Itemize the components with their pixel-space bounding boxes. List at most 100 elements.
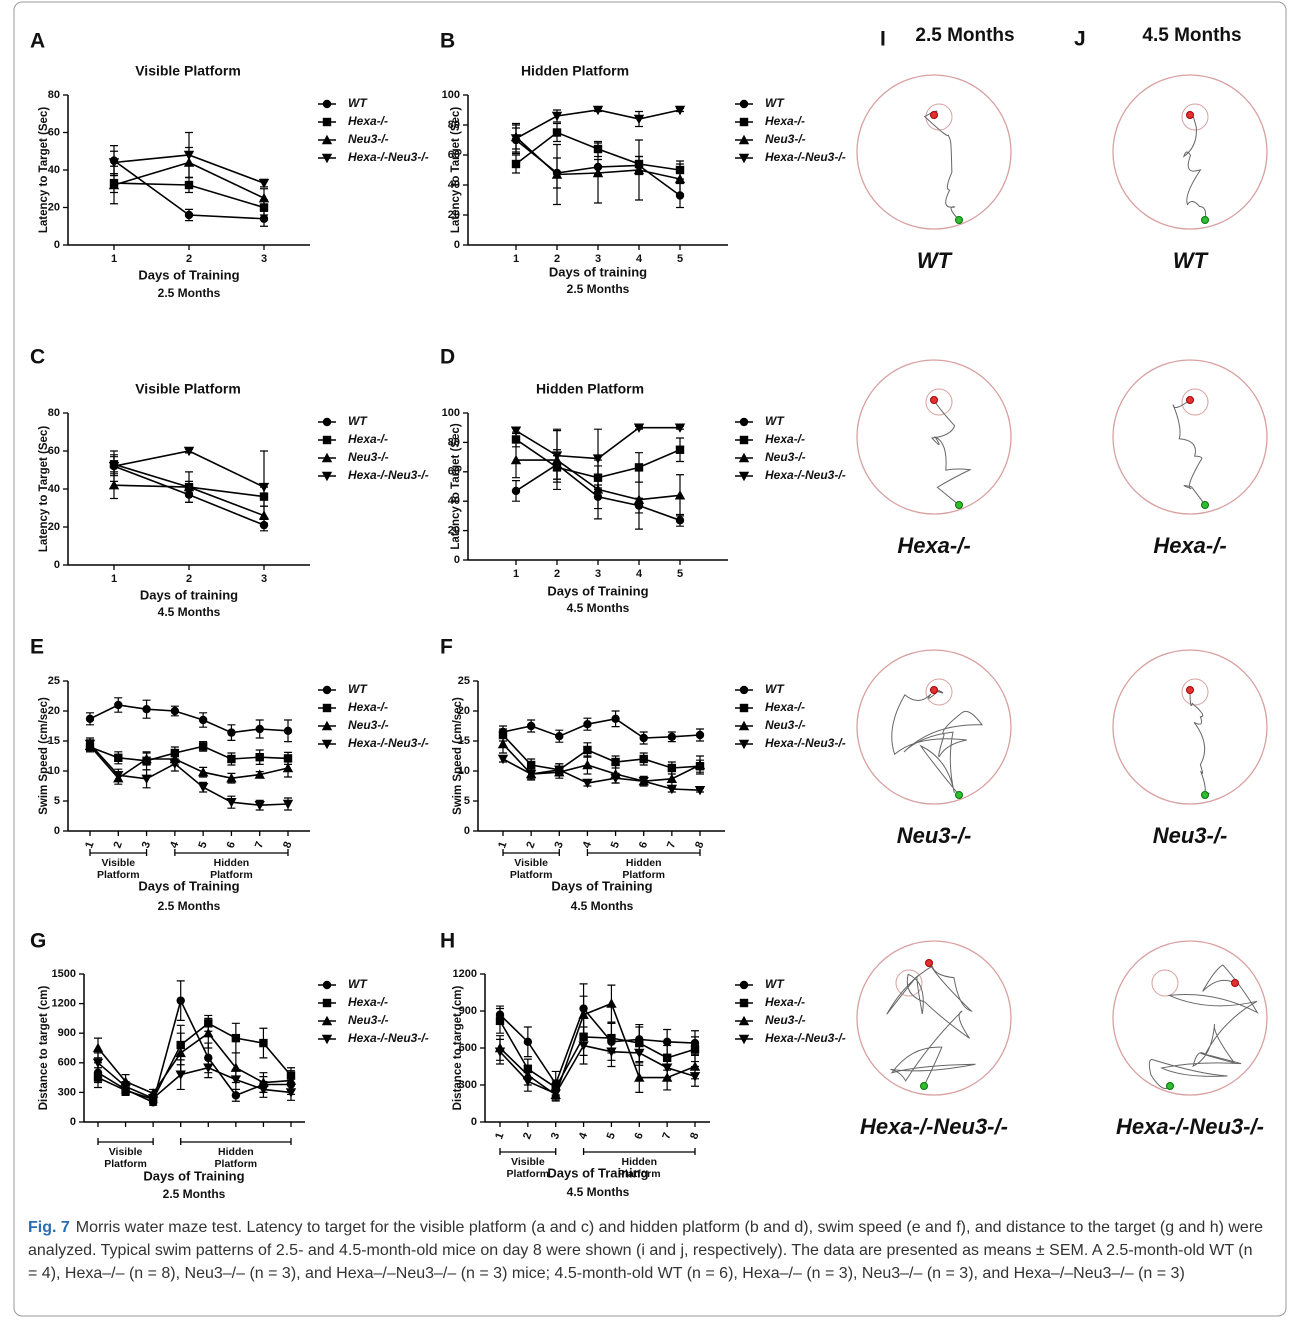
- end-point: [1187, 397, 1194, 404]
- y-tick-label: 0: [454, 239, 460, 251]
- panel-letter: C: [30, 346, 45, 369]
- y-tick-label: 0: [54, 239, 60, 251]
- swim-path: [1173, 400, 1205, 505]
- y-tick-label: 0: [471, 1116, 477, 1128]
- y-tick-label: 25: [48, 675, 60, 687]
- x-tick-label: 8: [281, 840, 294, 850]
- x-tick-label: 3: [549, 1131, 562, 1141]
- y-tick-label: 20: [48, 521, 60, 533]
- legend-marker: [323, 981, 331, 989]
- marker: [256, 753, 264, 761]
- y-tick-label: 40: [48, 164, 60, 176]
- legend-marker: [323, 436, 331, 444]
- x-tick-label: 8: [688, 1131, 701, 1141]
- group-bracket: [98, 1138, 153, 1145]
- chart-subtitle: 4.5 Months: [571, 899, 634, 913]
- legend-label: Hexa-/-: [765, 700, 805, 714]
- caption-text: Morris water maze test. Latency to targe…: [28, 1219, 1263, 1282]
- y-tick-label: 1200: [52, 998, 76, 1010]
- y-tick-label: 60: [448, 466, 460, 478]
- y-tick-label: 10: [458, 765, 470, 777]
- marker: [198, 767, 208, 776]
- y-axis-label: Distance to target (cm): [38, 986, 50, 1111]
- legend-marker: [740, 686, 748, 694]
- legend-label: Neu3-/-: [348, 1013, 389, 1027]
- marker: [582, 760, 592, 769]
- marker: [552, 112, 562, 121]
- end-point: [931, 397, 938, 404]
- platform: [1182, 104, 1208, 130]
- legend-marker: [740, 999, 748, 1007]
- pool: [1113, 360, 1267, 514]
- marker: [232, 1034, 240, 1042]
- marker: [498, 755, 508, 764]
- x-tick-label: 4: [577, 1130, 591, 1141]
- marker: [498, 739, 508, 748]
- marker: [640, 734, 648, 742]
- marker: [171, 707, 179, 715]
- marker: [86, 715, 94, 723]
- swim-path: [892, 690, 982, 795]
- y-tick-label: 0: [54, 559, 60, 571]
- legend-label: Hexa-/-Neu3-/-: [348, 468, 429, 482]
- marker: [691, 1045, 699, 1053]
- legend-label: Hexa-/-Neu3-/-: [765, 736, 846, 750]
- y-tick-label: 80: [448, 436, 460, 448]
- legend-label: Hexa-/-: [765, 995, 805, 1009]
- marker: [634, 115, 644, 124]
- y-tick-label: 5: [54, 795, 60, 807]
- start-point: [921, 1083, 928, 1090]
- marker: [94, 1073, 102, 1081]
- pool: [1113, 75, 1267, 229]
- panel-letter: B: [440, 30, 455, 53]
- y-tick-label: 80: [448, 119, 460, 131]
- y-tick-label: 60: [448, 149, 460, 161]
- marker: [227, 728, 235, 736]
- pool: [857, 360, 1011, 514]
- legend-label: Neu3-/-: [765, 1013, 806, 1027]
- pool: [857, 75, 1011, 229]
- legend-label: WT: [765, 414, 785, 428]
- y-tick-label: 40: [48, 483, 60, 495]
- x-tick-label: 6: [633, 1131, 646, 1141]
- y-tick-label: 10: [48, 765, 60, 777]
- y-tick-label: 300: [459, 1079, 477, 1091]
- y-tick-label: 0: [464, 825, 470, 837]
- figure: AVisible PlatformDays of Training2.5 Mon…: [0, 0, 1290, 1320]
- x-axis-label: Days of training: [140, 587, 238, 602]
- x-axis-label: Days of Training: [143, 1168, 244, 1183]
- x-tick-label: 6: [637, 840, 650, 850]
- swim-path: [1190, 690, 1209, 795]
- marker: [583, 746, 591, 754]
- marker: [199, 716, 207, 724]
- panel-letter: G: [30, 930, 46, 953]
- marker: [690, 1072, 700, 1081]
- legend-label: Hexa-/-Neu3-/-: [765, 468, 846, 482]
- marker: [203, 1028, 213, 1037]
- marker: [555, 732, 563, 740]
- marker: [259, 193, 269, 202]
- genotype-label: Hexa-/-: [1153, 533, 1226, 558]
- legend-label: Hexa-/-: [765, 114, 805, 128]
- group-label: VisiblePlatform: [510, 857, 553, 881]
- legend-label: Neu3-/-: [348, 132, 389, 146]
- y-tick-label: 900: [58, 1027, 76, 1039]
- y-tick-label: 100: [442, 407, 460, 419]
- chart-title: Visible Platform: [135, 63, 241, 79]
- legend-marker: [740, 418, 748, 426]
- x-tick-label: 1: [111, 573, 117, 585]
- end-point: [926, 960, 933, 967]
- y-tick-label: 1500: [52, 968, 76, 980]
- genotype-label: Neu3-/-: [897, 823, 972, 848]
- end-point: [931, 687, 938, 694]
- x-tick-label: 1: [496, 840, 509, 850]
- y-tick-label: 1200: [453, 968, 477, 980]
- y-tick-label: 300: [58, 1086, 76, 1098]
- chart-subtitle: 2.5 Months: [158, 899, 221, 913]
- y-tick-label: 40: [448, 495, 460, 507]
- x-tick-label: 3: [140, 840, 153, 850]
- marker: [114, 701, 122, 709]
- legend-marker: [323, 118, 331, 126]
- platform: [1182, 389, 1208, 415]
